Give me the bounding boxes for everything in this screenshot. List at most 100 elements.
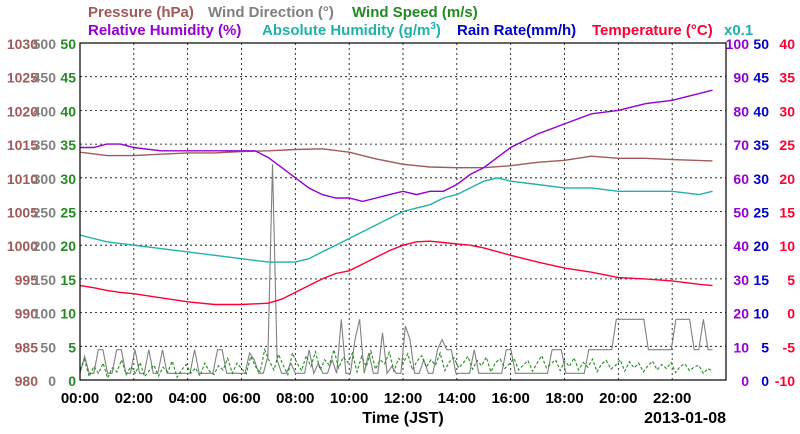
y-tick-label-rh: 50 bbox=[733, 205, 749, 221]
y-tick-label-wind-dir: 250 bbox=[33, 205, 57, 221]
y-tick-label-temp: 10 bbox=[779, 238, 795, 254]
y-tick-label-wind-speed: 50 bbox=[60, 36, 76, 52]
y-tick-label-pressure: 1025 bbox=[7, 70, 38, 86]
y-tick-label-pressure: 1000 bbox=[7, 238, 38, 254]
series-pressure-hpa bbox=[79, 148, 713, 169]
x-tick-label: 00:00 bbox=[61, 390, 99, 407]
legend-wind-speed: Wind Speed (m/s) bbox=[352, 4, 478, 21]
series-wind-direction bbox=[79, 164, 713, 376]
series-relative-humidity bbox=[80, 89, 713, 203]
y-tick-label-wind-speed: 35 bbox=[60, 137, 76, 153]
axis-labels: 1030102510201015101010051000995990985980… bbox=[7, 36, 795, 407]
y-tick-label-temp: 30 bbox=[779, 103, 795, 119]
x-axis-title: Time (JST) bbox=[362, 410, 444, 427]
x-tick-label: 22:00 bbox=[653, 390, 691, 407]
y-tick-label-wind-speed: 15 bbox=[60, 272, 76, 288]
y-tick-label-wind-dir: 100 bbox=[33, 306, 57, 322]
series-absolute-humidity-g-m3-x0-1 bbox=[79, 177, 713, 263]
y-tick-label-rain: 0 bbox=[761, 373, 769, 389]
legend-wind-direction: Wind Direction (°) bbox=[208, 4, 334, 21]
y-tick-label-rain: 30 bbox=[753, 171, 769, 187]
y-tick-label-temp: 25 bbox=[779, 137, 795, 153]
y-tick-label-rain: 10 bbox=[753, 306, 769, 322]
legend-temperature: Temperature (°C) bbox=[592, 22, 713, 39]
y-tick-label-rh: 30 bbox=[733, 272, 749, 288]
y-tick-label-wind-speed: 5 bbox=[68, 339, 76, 355]
y-tick-label-wind-dir: 450 bbox=[33, 70, 57, 86]
y-tick-label-pressure: 1030 bbox=[7, 36, 38, 52]
x-tick-label: 18:00 bbox=[545, 390, 583, 407]
x-tick-label: 16:00 bbox=[491, 390, 529, 407]
y-tick-label-pressure: 1010 bbox=[7, 171, 38, 187]
y-tick-label-temp: 5 bbox=[787, 272, 795, 288]
x-tick-label: 06:00 bbox=[222, 390, 260, 407]
y-tick-label-temp: 40 bbox=[779, 36, 795, 52]
y-tick-label-wind-speed: 10 bbox=[60, 306, 76, 322]
y-tick-label-rh: 60 bbox=[733, 171, 749, 187]
y-tick-label-temp: 20 bbox=[779, 171, 795, 187]
y-tick-label-wind-speed: 30 bbox=[60, 171, 76, 187]
grid-lines bbox=[80, 43, 726, 380]
legend-absolute-humidity-suffix: ) bbox=[436, 22, 441, 39]
y-tick-label-rain: 25 bbox=[753, 205, 769, 221]
x-tick-label: 20:00 bbox=[599, 390, 637, 407]
y-tick-label-rain: 35 bbox=[753, 137, 769, 153]
x-tick-label: 14:00 bbox=[438, 390, 476, 407]
y-tick-label-wind-speed: 40 bbox=[60, 103, 76, 119]
y-tick-label-wind-dir: 350 bbox=[33, 137, 57, 153]
abs-humidity-scale-note: x0.1 bbox=[724, 22, 753, 39]
y-tick-label-rain: 15 bbox=[753, 272, 769, 288]
x-tick-label: 10:00 bbox=[330, 390, 368, 407]
legend-absolute-humidity-sup: 3 bbox=[430, 21, 436, 32]
y-tick-label-wind-dir: 150 bbox=[33, 272, 57, 288]
y-tick-label-rh: 100 bbox=[726, 36, 750, 52]
y-tick-label-wind-speed: 0 bbox=[68, 373, 76, 389]
y-tick-label-rain: 5 bbox=[761, 339, 769, 355]
y-tick-label-temp: -5 bbox=[783, 339, 796, 355]
x-tick-label: 12:00 bbox=[384, 390, 422, 407]
y-tick-label-temp: -10 bbox=[775, 373, 795, 389]
y-tick-label-wind-speed: 45 bbox=[60, 70, 76, 86]
y-tick-label-wind-dir: 50 bbox=[40, 339, 56, 355]
y-tick-label-rh: 80 bbox=[733, 103, 749, 119]
y-tick-label-rh: 90 bbox=[733, 70, 749, 86]
legend-pressure: Pressure (hPa) bbox=[88, 4, 194, 21]
y-tick-label-rh: 20 bbox=[733, 306, 749, 322]
y-tick-label-pressure: 985 bbox=[15, 339, 39, 355]
x-tick-label: 08:00 bbox=[276, 390, 314, 407]
y-tick-label-wind-dir: 0 bbox=[48, 373, 56, 389]
y-tick-label-temp: 0 bbox=[787, 306, 795, 322]
legend-absolute-humidity: Absolute Humidity (g/m3) bbox=[262, 21, 441, 39]
plot-frame bbox=[79, 42, 727, 381]
y-tick-label-wind-speed: 20 bbox=[60, 238, 76, 254]
y-tick-label-pressure: 1020 bbox=[7, 103, 38, 119]
y-tick-label-rain: 20 bbox=[753, 238, 769, 254]
y-tick-label-rain: 50 bbox=[753, 36, 769, 52]
series-temperature-c bbox=[79, 240, 713, 306]
y-tick-label-rh: 0 bbox=[741, 373, 749, 389]
y-tick-label-wind-dir: 400 bbox=[33, 103, 57, 119]
y-tick-label-wind-dir: 500 bbox=[33, 36, 57, 52]
y-tick-label-pressure: 1015 bbox=[7, 137, 38, 153]
x-tick-label: 04:00 bbox=[168, 390, 206, 407]
chart-date: 2013-01-08 bbox=[644, 410, 726, 427]
y-tick-label-rain: 40 bbox=[753, 103, 769, 119]
y-tick-label-temp: 35 bbox=[779, 70, 795, 86]
series-wind-speed-m-s bbox=[79, 347, 713, 380]
y-tick-label-pressure: 990 bbox=[15, 306, 39, 322]
legend-rain-rate: Rain Rate(mm/h) bbox=[457, 22, 576, 39]
y-tick-label-pressure: 995 bbox=[15, 272, 39, 288]
y-tick-label-wind-speed: 25 bbox=[60, 205, 76, 221]
y-tick-label-rh: 70 bbox=[733, 137, 749, 153]
y-tick-label-pressure: 1005 bbox=[7, 205, 38, 221]
y-tick-label-rain: 45 bbox=[753, 70, 769, 86]
y-tick-label-rh: 40 bbox=[733, 238, 749, 254]
x-tick-label: 02:00 bbox=[115, 390, 153, 407]
y-tick-label-wind-dir: 300 bbox=[33, 171, 57, 187]
legend-relative-humidity: Relative Humidity (%) bbox=[88, 22, 241, 39]
y-tick-label-rh: 10 bbox=[733, 339, 749, 355]
y-tick-label-wind-dir: 200 bbox=[33, 238, 57, 254]
y-tick-label-temp: 15 bbox=[779, 205, 795, 221]
